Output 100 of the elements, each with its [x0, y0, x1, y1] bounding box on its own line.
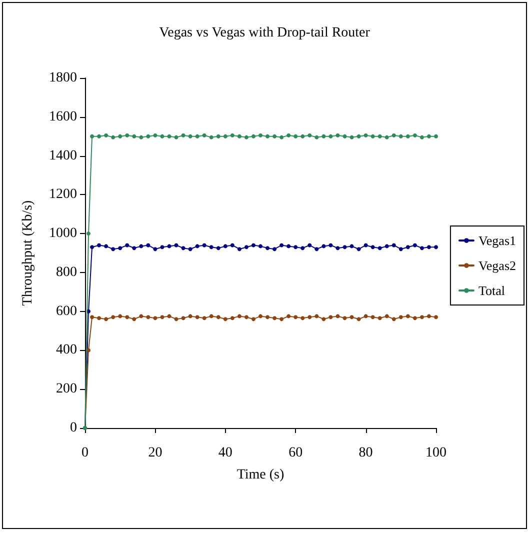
point — [392, 243, 396, 248]
point — [139, 244, 144, 248]
point — [294, 134, 298, 138]
y-tick-label: 400 — [56, 342, 77, 358]
point — [258, 314, 262, 318]
point — [406, 134, 410, 138]
point — [237, 314, 242, 318]
point — [118, 134, 122, 138]
point — [181, 316, 186, 320]
point — [286, 314, 291, 318]
point — [266, 246, 270, 250]
point — [384, 135, 389, 140]
point — [167, 314, 172, 318]
point — [392, 133, 396, 138]
point — [125, 315, 130, 320]
point — [364, 133, 368, 138]
point — [90, 134, 94, 138]
point — [322, 244, 326, 248]
point — [384, 244, 389, 248]
point — [97, 316, 102, 320]
point — [426, 245, 431, 250]
point — [336, 246, 340, 250]
y-tick-label: 800 — [56, 264, 77, 280]
point — [328, 243, 333, 248]
point — [167, 134, 172, 138]
y-tick-label: 0 — [70, 420, 77, 436]
point — [132, 134, 136, 138]
point — [118, 246, 122, 250]
point — [280, 135, 284, 140]
point — [216, 246, 220, 250]
point — [356, 317, 361, 322]
point — [251, 317, 256, 322]
point — [350, 244, 354, 248]
point — [139, 135, 144, 140]
chart-title: Vegas vs Vegas with Drop-tail Router — [159, 26, 370, 40]
point — [195, 315, 200, 320]
point — [420, 246, 424, 250]
point — [230, 243, 234, 248]
legend-label: Total — [478, 283, 506, 298]
point — [153, 316, 158, 320]
x-tick-label: 20 — [148, 446, 162, 460]
point — [272, 247, 277, 252]
point — [86, 348, 91, 352]
point — [146, 243, 150, 248]
y-tick-label: 600 — [56, 304, 77, 319]
point — [378, 246, 382, 250]
point — [202, 243, 206, 248]
point — [188, 247, 192, 252]
point — [167, 244, 172, 248]
point — [314, 135, 319, 140]
point — [300, 316, 305, 320]
point — [336, 314, 340, 318]
point — [434, 134, 438, 138]
x-tick-label: 0 — [82, 446, 88, 460]
y-axis-title: Throughput (Kb/s) — [20, 200, 36, 306]
point — [188, 134, 192, 138]
point — [426, 134, 431, 138]
x-axis-title: Time (s) — [236, 468, 284, 482]
point — [125, 243, 130, 248]
point — [286, 133, 291, 138]
point — [132, 246, 136, 250]
point — [237, 247, 242, 252]
point — [328, 315, 333, 320]
point — [237, 134, 242, 138]
point — [356, 247, 361, 252]
point — [350, 135, 354, 140]
point — [125, 133, 130, 138]
point — [153, 247, 158, 252]
point — [244, 245, 248, 250]
point — [97, 134, 102, 138]
point — [223, 134, 228, 138]
point — [406, 314, 410, 318]
point — [195, 244, 200, 248]
point — [286, 244, 291, 248]
point — [202, 316, 206, 320]
point — [370, 245, 375, 250]
point — [90, 315, 94, 320]
point — [308, 133, 312, 138]
point — [195, 134, 200, 138]
point — [111, 135, 116, 140]
point — [104, 133, 108, 138]
point — [412, 243, 417, 248]
point — [378, 316, 382, 320]
point — [209, 245, 214, 250]
point — [266, 315, 270, 320]
point — [300, 134, 305, 138]
point — [384, 314, 389, 318]
point — [350, 315, 354, 320]
point — [153, 133, 158, 138]
point — [336, 133, 340, 138]
point — [160, 134, 164, 138]
point — [280, 243, 284, 248]
point — [223, 244, 228, 248]
point — [342, 134, 347, 138]
y-tick-label: 1200 — [49, 187, 77, 202]
point — [258, 244, 262, 248]
point — [272, 316, 277, 320]
point — [322, 134, 326, 138]
x-tick-label: 60 — [288, 446, 303, 460]
point — [356, 134, 361, 138]
